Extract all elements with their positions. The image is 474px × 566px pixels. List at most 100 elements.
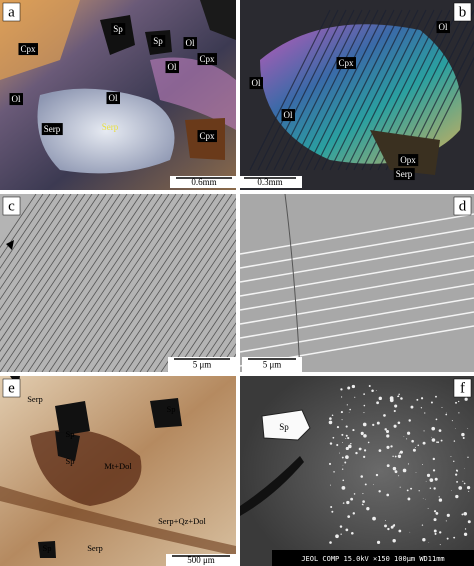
- annotation-box: [436, 21, 450, 34]
- particle: [425, 480, 427, 482]
- particle: [451, 490, 452, 492]
- annotation: Sp: [66, 429, 75, 439]
- particle: [434, 532, 437, 535]
- stripe: [361, 9, 443, 171]
- annotation-box: [41, 123, 63, 136]
- particle: [353, 493, 356, 495]
- particle: [438, 429, 442, 433]
- particle: [412, 448, 416, 452]
- particle: [434, 477, 438, 481]
- particle: [363, 393, 365, 396]
- stripe: [240, 255, 474, 297]
- scale-label: 0.6mm: [191, 177, 216, 187]
- particle: [345, 446, 349, 451]
- particle: [341, 396, 343, 398]
- particle: [390, 445, 393, 448]
- particle: [352, 512, 356, 515]
- particle: [455, 494, 459, 499]
- panel-label-box: [453, 2, 472, 22]
- annotation: Sp: [167, 404, 176, 414]
- annotation-box: [18, 43, 38, 56]
- particle: [329, 417, 332, 420]
- particle: [433, 510, 437, 513]
- particle: [363, 404, 366, 407]
- stripe: [202, 322, 236, 372]
- particle: [358, 447, 362, 451]
- particle: [392, 539, 396, 543]
- particle: [394, 470, 398, 474]
- stripe: [118, 197, 236, 372]
- particle: [439, 531, 442, 534]
- particle: [350, 442, 352, 445]
- particle: [445, 412, 447, 414]
- particle: [376, 421, 380, 425]
- panel-label: a: [8, 4, 15, 20]
- scale-box: [272, 550, 474, 566]
- particle: [386, 445, 390, 449]
- particle: [406, 438, 408, 440]
- particle: [367, 441, 370, 444]
- particle: [345, 425, 348, 428]
- scale-label: 5 μm: [263, 360, 282, 370]
- particle: [336, 425, 340, 429]
- particle: [445, 413, 448, 416]
- particle: [410, 405, 414, 409]
- particle: [347, 515, 351, 519]
- particle: [435, 418, 438, 421]
- annotation-box: [9, 93, 23, 106]
- stripe: [321, 9, 403, 171]
- particle: [456, 470, 459, 472]
- panel-e: [0, 376, 236, 566]
- annotation-box: [398, 154, 419, 167]
- particle: [462, 436, 465, 439]
- particle: [331, 510, 334, 513]
- stripe: [188, 301, 236, 372]
- particle: [384, 428, 387, 431]
- annotation: Ol: [186, 38, 195, 48]
- scale-label: 5 μm: [193, 360, 212, 370]
- particle: [328, 420, 333, 425]
- particle: [346, 500, 350, 505]
- particle: [385, 429, 390, 434]
- particle: [393, 524, 395, 525]
- particle: [458, 400, 460, 403]
- stripe: [146, 239, 236, 372]
- particle: [342, 502, 345, 504]
- stripe: [240, 213, 474, 255]
- particle: [347, 436, 350, 440]
- particle: [461, 513, 464, 516]
- particle: [341, 456, 344, 459]
- stripe: [240, 241, 474, 283]
- particle: [398, 393, 400, 396]
- particle: [351, 384, 356, 389]
- particle: [383, 414, 386, 417]
- particle: [438, 498, 443, 502]
- particle: [426, 473, 431, 478]
- particle: [390, 525, 394, 529]
- panel-f: [240, 376, 474, 566]
- particle: [340, 411, 343, 414]
- particle: [339, 452, 341, 454]
- stripe: [48, 194, 170, 372]
- stripe: [167, 270, 236, 372]
- particle: [346, 404, 348, 406]
- stripe: [0, 194, 121, 372]
- particle: [342, 464, 344, 466]
- stripe: [111, 194, 233, 372]
- particle: [463, 512, 468, 516]
- stripe: [160, 260, 236, 372]
- particle: [329, 541, 332, 544]
- particle: [403, 436, 405, 437]
- annotation: Ol: [284, 110, 293, 120]
- particle: [368, 384, 371, 388]
- annotation: Ol: [439, 22, 448, 32]
- particle: [362, 492, 364, 495]
- particle: [398, 455, 401, 459]
- scale-box: [166, 554, 236, 566]
- annotation-box: [165, 61, 179, 74]
- particle: [399, 486, 401, 488]
- particle: [330, 505, 333, 509]
- particle: [350, 497, 354, 501]
- particle: [438, 496, 440, 498]
- particle: [363, 455, 366, 459]
